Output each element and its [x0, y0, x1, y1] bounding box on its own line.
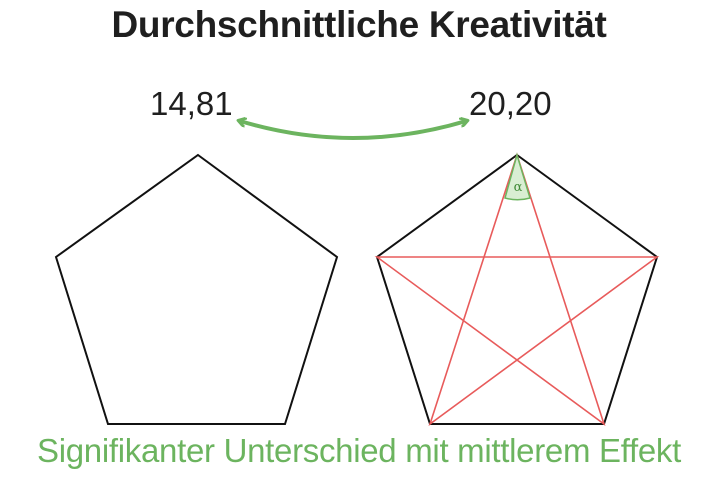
right-value: 20,20 — [469, 85, 552, 122]
comparison-arrow — [240, 121, 466, 140]
diagram-title: Durchschnittliche Kreativität — [111, 4, 607, 45]
left-value: 14,81 — [150, 85, 233, 122]
right-pentagon — [375, 153, 659, 425]
angle-marker — [504, 152, 531, 201]
angle-label: α — [514, 180, 523, 195]
left-pentagon — [54, 153, 339, 425]
diagram-footer: Signifikanter Unterschied mit mittlerem … — [37, 432, 681, 469]
pentagram-star — [374, 152, 660, 427]
